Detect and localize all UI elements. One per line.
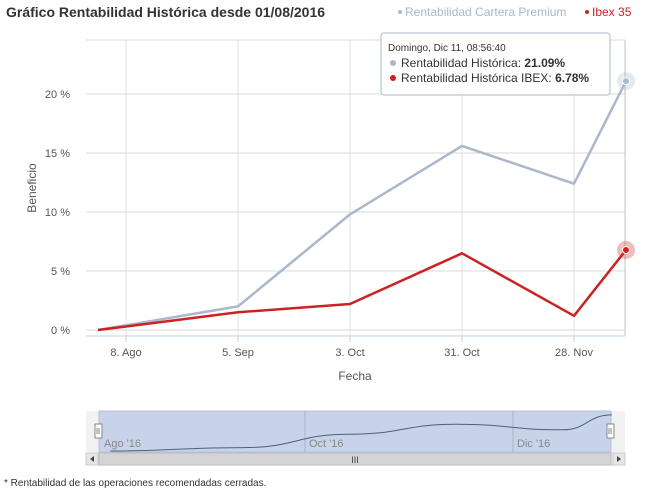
navigator-label-dic: Dic '16: [517, 438, 550, 450]
tooltip-value-premium: 21.09%: [524, 56, 565, 70]
hover-point[interactable]: [622, 245, 630, 254]
scrollbar-left-button[interactable]: [85, 452, 99, 466]
footnote: * Rentabilidad de las operaciones recome…: [4, 478, 267, 489]
series-line-ibex[interactable]: [97, 249, 627, 332]
y-tick-label: 20 %: [45, 89, 70, 101]
x-tick-label: 8. Ago: [110, 347, 141, 359]
x-tick-label: 5. Sep: [222, 347, 254, 359]
y-tick-label: 10 %: [45, 207, 70, 219]
y-tick-label: 5 %: [51, 266, 70, 278]
legend-marker-premium: [398, 10, 402, 14]
navigator-handle-left[interactable]: [94, 423, 103, 439]
scrollbar[interactable]: III: [85, 452, 626, 466]
tooltip-label-ibex: Rentabilidad Histórica IBEX:: [401, 71, 555, 85]
tooltip-label-premium: Rentabilidad Histórica:: [401, 56, 524, 70]
legend-item-premium[interactable]: Rentabilidad Cartera Premium: [398, 5, 566, 19]
legend-label-ibex: Ibex 35: [592, 5, 632, 19]
tooltip-value-ibex: 6.78%: [555, 71, 589, 85]
legend-marker-ibex: [585, 10, 589, 14]
scrollbar-thumb[interactable]: [98, 452, 612, 466]
navigator: Ago '16 Oct '16 Dic '16: [86, 410, 625, 453]
arrow-left-icon: [90, 456, 94, 462]
tooltip-marker-ibex: [390, 75, 396, 81]
arrow-right-icon: [617, 456, 621, 462]
x-tick-label: 28. Nov: [555, 347, 593, 359]
navigator-label-oct: Oct '16: [309, 438, 344, 450]
navigator-handle-right[interactable]: [606, 423, 615, 439]
series-group: [97, 72, 635, 332]
series-line-premium[interactable]: [97, 80, 628, 332]
x-axis-title: Fecha: [338, 369, 372, 383]
tooltip-box: [380, 32, 611, 96]
y-tick-label: 0 %: [51, 325, 70, 337]
x-tick-label: 31. Oct: [444, 347, 479, 359]
tooltip: Domingo, Dic 11, 08:56:40 Rentabilidad H…: [380, 32, 611, 96]
hover-point[interactable]: [622, 77, 630, 86]
x-tick-label: 3. Oct: [335, 347, 364, 359]
x-axis: 8. Ago 5. Sep 3. Oct 31. Oct 28. Nov: [110, 336, 593, 359]
y-tick-label: 15 %: [45, 148, 70, 160]
tooltip-row-ibex: Rentabilidad Histórica IBEX: 6.78%: [401, 71, 589, 85]
y-axis-title: Beneficio: [25, 163, 39, 213]
navigator-label-ago: Ago '16: [104, 438, 141, 450]
tooltip-header: Domingo, Dic 11, 08:56:40: [388, 43, 506, 54]
scrollbar-grip: III: [351, 455, 359, 465]
tooltip-row-premium: Rentabilidad Histórica: 21.09%: [401, 56, 565, 70]
navigator-series-line: [110, 414, 612, 452]
legend-item-ibex[interactable]: Ibex 35: [585, 5, 632, 19]
chart-title: Gráfico Rentabilidad Histórica desde 01/…: [6, 4, 325, 20]
scrollbar-right-button[interactable]: [612, 452, 626, 466]
tooltip-marker-premium: [390, 60, 396, 66]
y-axis: 0 % 5 % 10 % 15 % 20 %: [45, 89, 70, 337]
legend-label-premium: Rentabilidad Cartera Premium: [405, 5, 566, 19]
legend: Rentabilidad Cartera Premium Ibex 35: [398, 5, 632, 19]
